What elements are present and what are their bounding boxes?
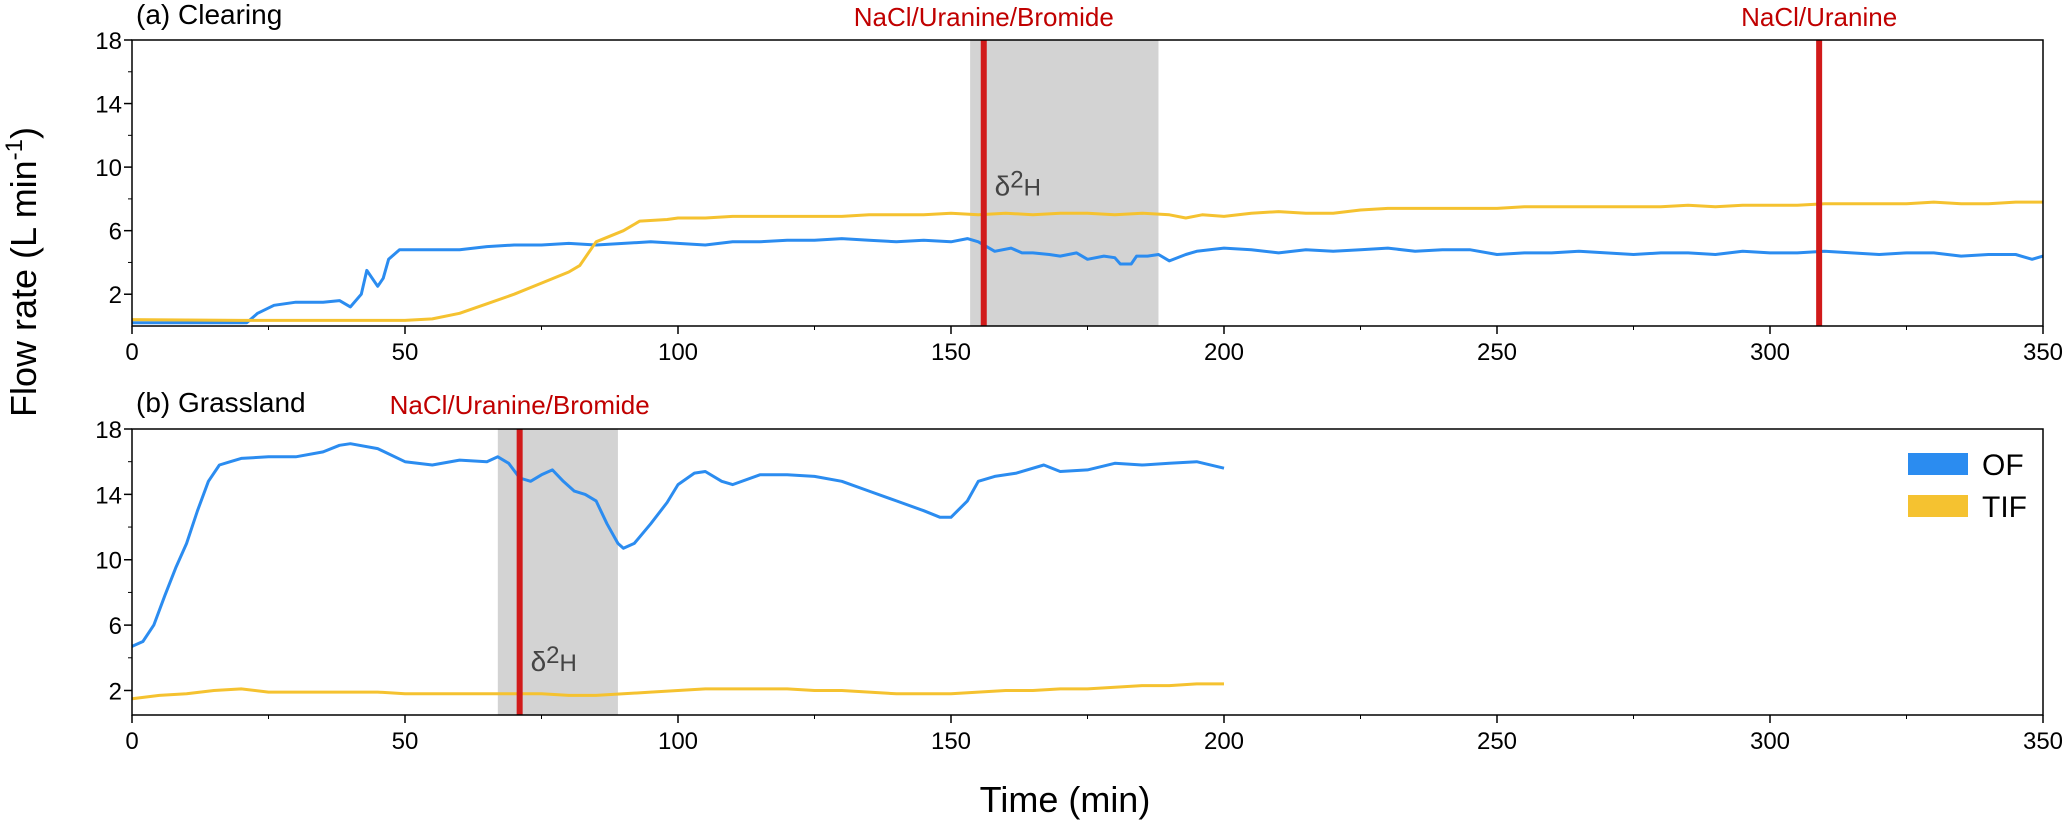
legend-swatch-of <box>1908 453 1968 475</box>
clearing-x-tick-label-1: 50 <box>392 339 419 366</box>
clearing-x-tick-label-0: 0 <box>125 339 138 366</box>
clearing-x-tick-label-7: 350 <box>2023 339 2063 366</box>
clearing-panel-label: (a) Clearing <box>136 0 282 30</box>
grassland-panel-label: (b) Grassland <box>136 387 306 418</box>
grassland-delta-label: δ2H <box>531 642 577 677</box>
grassland-x-tick-label-1: 50 <box>392 728 419 755</box>
legend-label-tif: TIF <box>1982 491 2027 524</box>
clearing-event-label-1: NaCl/Uranine <box>1741 2 1897 32</box>
legend-swatch-tif <box>1908 495 1968 517</box>
clearing-x-tick-label-2: 100 <box>658 339 698 366</box>
clearing-y-tick-label-2: 10 <box>95 155 122 182</box>
clearing-x-tick-label-6: 300 <box>1750 339 1790 366</box>
grassland-x-tick-label-6: 300 <box>1750 728 1790 755</box>
grassland-plot-frame <box>131 428 2044 716</box>
grassland-x-tick-label-5: 250 <box>1477 728 1517 755</box>
grassland-y-tick-label-1: 6 <box>109 613 122 640</box>
clearing-y-tick-label-3: 14 <box>95 92 122 119</box>
grassland-x-tick-label-7: 350 <box>2023 728 2063 755</box>
grassland-y-tick-label-3: 14 <box>95 482 122 509</box>
panel-clearing: NaCl/Uranine/Bromide NaCl/Uranine δ2H 0 50 10… <box>95 0 2063 366</box>
clearing-tif-line <box>131 200 2043 322</box>
clearing-x-tick-label-4: 200 <box>1204 339 1244 366</box>
clearing-y-tick-label-1: 6 <box>109 219 122 246</box>
grassland-x-tick-label-3: 150 <box>931 728 971 755</box>
y-axis-title: Flow rate (L min-1) <box>1 127 44 417</box>
x-axis-title: Time (min) <box>980 779 1151 820</box>
grassland-x-tick-label-2: 100 <box>658 728 698 755</box>
grassland-x-tick-label-0: 0 <box>125 728 138 755</box>
clearing-delta-label: δ2H <box>995 167 1041 202</box>
clearing-shaded-region <box>970 40 1159 326</box>
clearing-y-tick-label-0: 2 <box>109 282 122 309</box>
panel-grassland: NaCl/Uranine/Bromide δ2H 0 50 100 150 200 250 30… <box>95 387 2063 755</box>
clearing-y-tick-label-4: 18 <box>95 28 122 55</box>
clearing-x-tick-label-5: 250 <box>1477 339 1517 366</box>
legend-label-of: OF <box>1982 449 2024 482</box>
clearing-event-label-0: NaCl/Uranine/Bromide <box>854 2 1114 32</box>
grassland-tif-line <box>131 682 1224 701</box>
grassland-event-label-0: NaCl/Uranine/Bromide <box>390 390 650 420</box>
legend: OF TIF <box>1908 449 2027 524</box>
clearing-of-line <box>132 237 2044 325</box>
grassland-y-tick-label-0: 2 <box>109 678 122 705</box>
clearing-x-tick-label-3: 150 <box>931 339 971 366</box>
grassland-y-tick-label-2: 10 <box>95 548 122 575</box>
grassland-x-tick-label-4: 200 <box>1204 728 1244 755</box>
grassland-of-line <box>131 442 1225 648</box>
grassland-y-tick-label-4: 18 <box>95 417 122 444</box>
